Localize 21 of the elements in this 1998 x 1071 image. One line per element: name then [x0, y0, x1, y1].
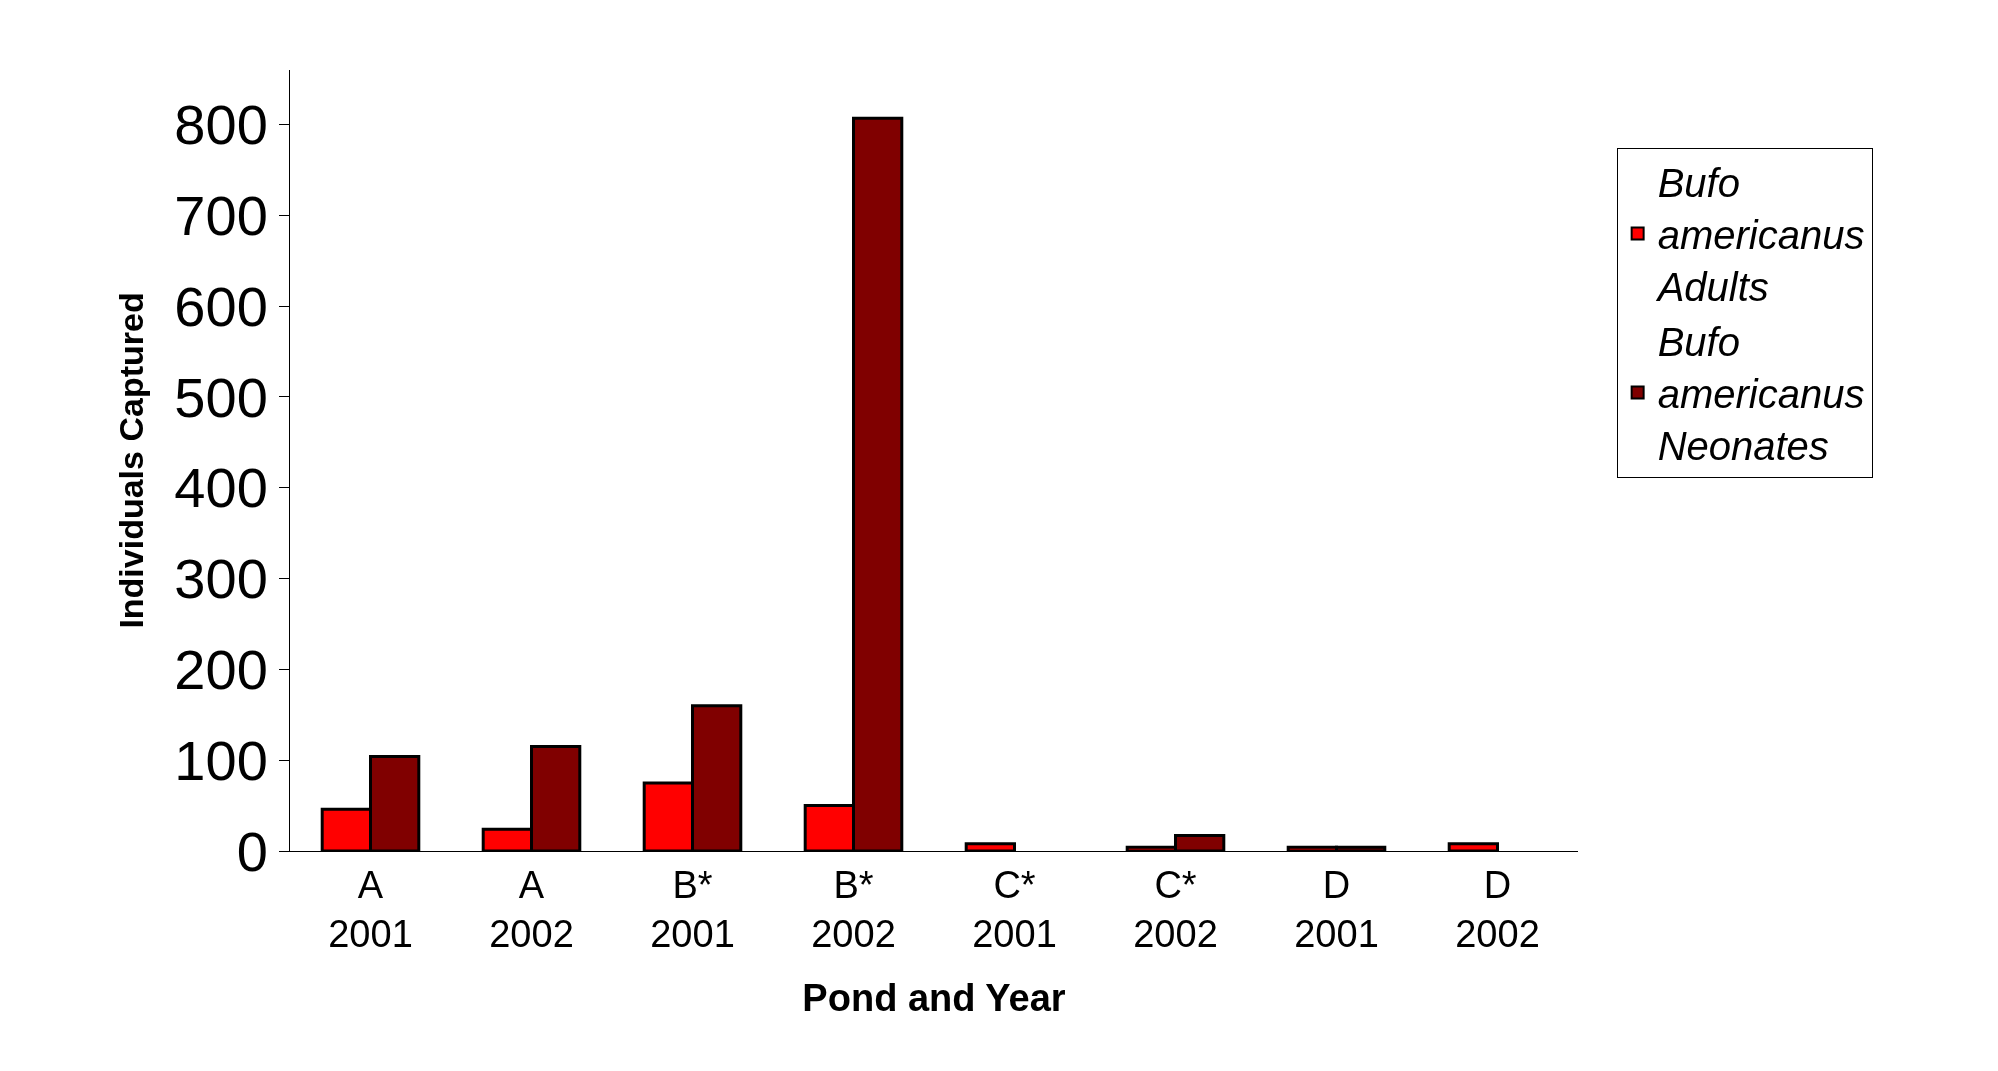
x-tick-label: A 2001	[328, 863, 413, 955]
legend-label: Bufo americanus Neonates	[1657, 320, 1865, 469]
x-tick-label: D 2001	[1294, 863, 1379, 955]
y-tick-label: 800	[174, 93, 268, 157]
x-tick-label: C* 2002	[1133, 863, 1218, 955]
x-axis-title: Pond and Year	[802, 977, 1066, 1020]
y-tick-label: 200	[174, 637, 268, 701]
x-tick-label: B* 2001	[650, 863, 735, 955]
x-tick-label: D 2002	[1455, 863, 1540, 955]
legend-label: Bufo americanus Adults	[1655, 161, 1865, 310]
y-tick-label: 600	[174, 274, 268, 338]
x-tick-label: C* 2001	[972, 863, 1057, 955]
y-tick-label: 400	[174, 456, 268, 520]
x-tick-label: B* 2002	[811, 863, 896, 955]
y-tick-label: 500	[174, 365, 268, 429]
y-tick-label: 700	[174, 183, 268, 247]
y-tick-label: 100	[174, 728, 268, 792]
y-tick-label: 0	[236, 819, 268, 883]
y-tick-label: 300	[174, 547, 268, 611]
y-axis-title: Individuals Captured	[111, 292, 150, 629]
x-tick-label: A 2002	[489, 863, 574, 955]
